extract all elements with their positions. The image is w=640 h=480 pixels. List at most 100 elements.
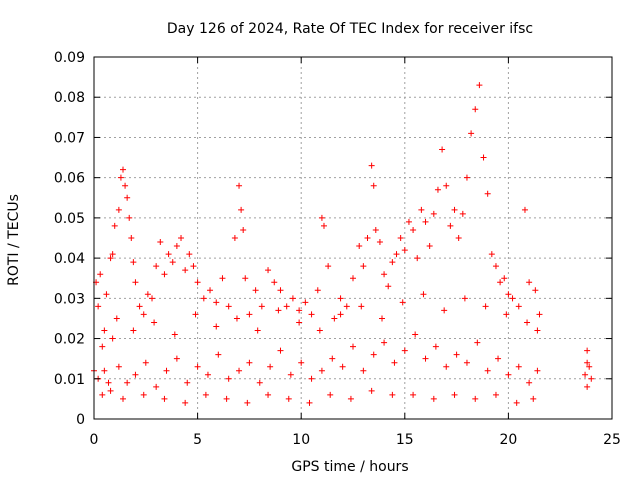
data-point — [194, 279, 201, 286]
data-point — [412, 331, 419, 338]
data-point — [441, 307, 448, 314]
data-point — [132, 279, 139, 286]
data-point — [584, 383, 591, 390]
data-point — [588, 375, 595, 382]
data-point — [99, 391, 106, 398]
data-point — [223, 395, 230, 402]
data-point — [337, 311, 344, 318]
data-point — [329, 355, 336, 362]
data-point — [513, 399, 520, 406]
data-point — [459, 210, 466, 217]
data-point — [186, 251, 193, 258]
data-point — [308, 311, 315, 318]
data-point — [109, 251, 116, 258]
data-point — [385, 283, 392, 290]
data-point — [202, 391, 209, 398]
data-point — [426, 243, 433, 250]
x-tick-label: 5 — [193, 432, 202, 448]
data-point — [122, 182, 129, 189]
x-axis-label: GPS time / hours — [291, 459, 408, 475]
x-tick-label: 0 — [90, 432, 99, 448]
data-point — [316, 327, 323, 334]
data-point — [173, 355, 180, 362]
data-point — [236, 182, 243, 189]
data-point — [318, 214, 325, 221]
data-point — [418, 206, 425, 213]
data-point — [356, 243, 363, 250]
data-point — [161, 271, 168, 278]
data-point — [495, 355, 502, 362]
data-point — [200, 295, 207, 302]
data-point — [521, 206, 528, 213]
data-point — [451, 206, 458, 213]
data-point — [389, 391, 396, 398]
data-point — [157, 239, 164, 246]
data-point — [115, 206, 122, 213]
data-point — [410, 391, 417, 398]
data-point — [136, 303, 143, 310]
grid-lines — [94, 57, 612, 419]
data-point — [105, 379, 112, 386]
data-points — [91, 82, 595, 406]
data-point — [258, 303, 265, 310]
data-point — [350, 275, 356, 282]
data-point — [190, 263, 197, 270]
data-point — [124, 194, 131, 201]
data-point — [318, 367, 325, 374]
data-point — [331, 315, 338, 322]
data-point — [468, 130, 475, 137]
x-tick-label: 15 — [396, 432, 414, 448]
data-point — [515, 303, 522, 310]
data-point — [463, 174, 470, 181]
data-point — [492, 391, 499, 398]
data-point — [238, 206, 245, 213]
data-point — [184, 379, 191, 386]
data-point — [207, 287, 214, 294]
data-point — [115, 363, 122, 370]
y-tick-label: 0.08 — [54, 90, 85, 106]
data-point — [244, 399, 251, 406]
y-axis-ticks: 0 0.01 0.02 0.03 0.04 0.05 0.06 0.07 0.08 0.09 — [54, 50, 612, 428]
data-point — [482, 303, 489, 310]
data-point — [296, 307, 303, 314]
data-point — [308, 375, 315, 382]
data-point — [169, 259, 176, 266]
data-point — [451, 391, 458, 398]
data-point — [182, 267, 189, 274]
data-point — [422, 355, 429, 362]
y-tick-label: 0.03 — [54, 291, 85, 307]
data-point — [339, 363, 346, 370]
data-point — [484, 190, 491, 197]
data-point — [113, 315, 120, 322]
y-tick-label: 0.02 — [54, 332, 85, 348]
data-point — [405, 218, 412, 225]
data-point — [414, 255, 421, 262]
data-point — [213, 323, 220, 330]
y-tick-label: 0.01 — [54, 372, 85, 388]
data-point — [204, 371, 211, 378]
y-tick-label: 0 — [76, 412, 85, 428]
data-point — [379, 315, 386, 322]
data-point — [254, 327, 261, 334]
data-point — [213, 299, 220, 306]
data-point — [532, 287, 539, 294]
data-point — [480, 154, 487, 161]
data-point — [350, 343, 356, 350]
data-point — [461, 295, 468, 302]
data-point — [252, 287, 259, 294]
data-point — [302, 299, 309, 306]
data-point — [132, 371, 139, 378]
data-point — [368, 387, 375, 394]
data-point — [370, 182, 377, 189]
data-point — [501, 275, 508, 282]
data-point — [534, 327, 541, 334]
data-point — [306, 399, 313, 406]
data-point — [194, 363, 201, 370]
data-point — [95, 303, 102, 310]
data-point — [432, 343, 439, 350]
y-tick-label: 0.07 — [54, 130, 85, 146]
data-point — [530, 395, 537, 402]
y-axis-label: ROTI / TECUs — [6, 194, 22, 286]
data-point — [225, 303, 232, 310]
